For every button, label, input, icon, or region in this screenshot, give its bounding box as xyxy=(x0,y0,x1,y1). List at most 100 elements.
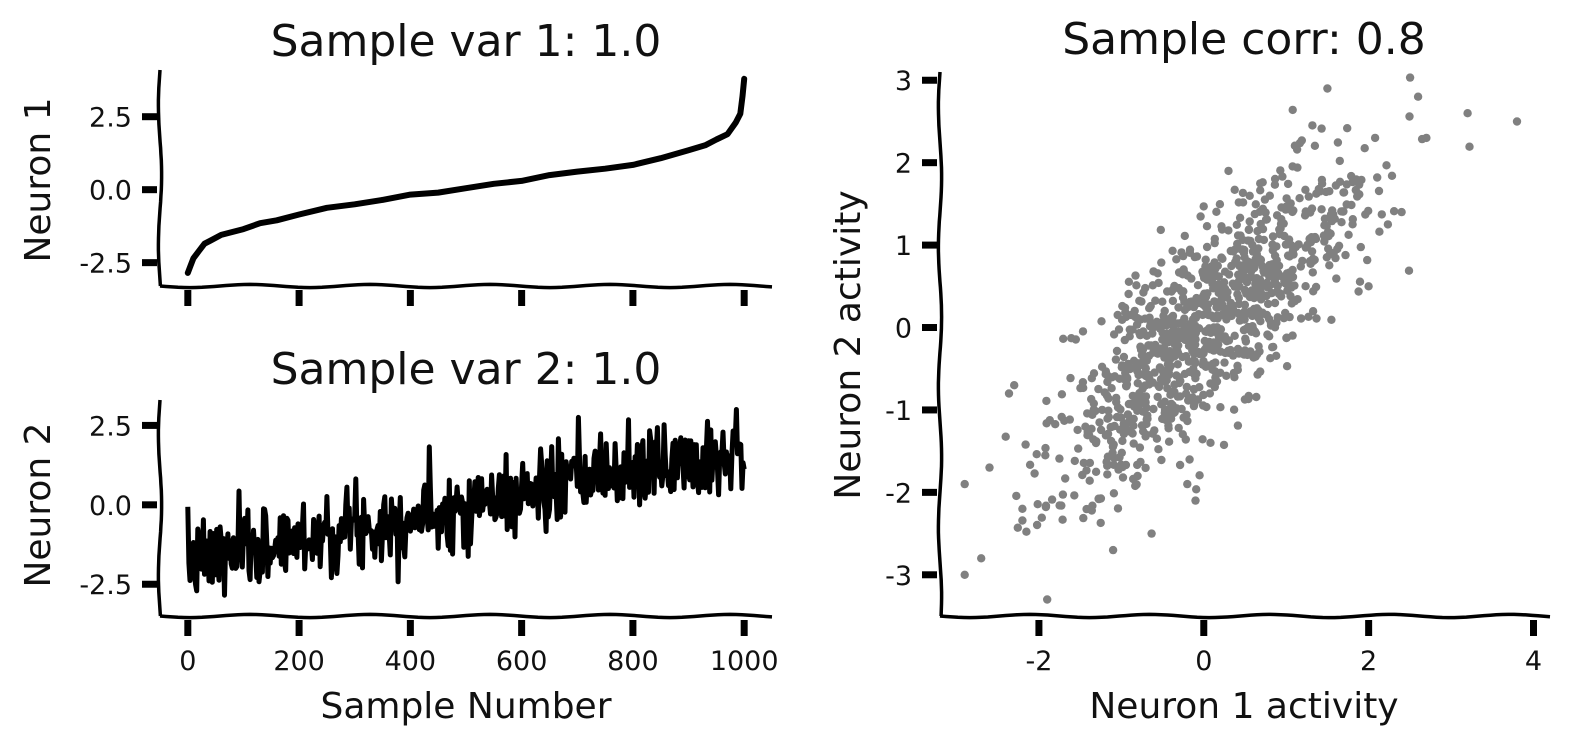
scatter-point xyxy=(1159,372,1169,381)
scatter-point xyxy=(1405,73,1415,82)
x-tick-label: 200 xyxy=(273,646,325,677)
scatter-point xyxy=(1124,289,1133,299)
scatter-point xyxy=(1355,277,1365,286)
scatter-point xyxy=(1074,444,1083,453)
scatter-point xyxy=(1397,207,1406,217)
scatter-point-outline xyxy=(1024,458,1037,471)
scatter-point-outline xyxy=(1072,442,1085,455)
scatter-point xyxy=(1279,314,1289,323)
scatter-point xyxy=(1194,324,1204,333)
scatter-point xyxy=(1132,281,1141,290)
scatter-point xyxy=(1119,352,1129,362)
scatter-point xyxy=(1103,429,1113,438)
scatter-point-outline xyxy=(1003,387,1015,400)
scatter-point xyxy=(1180,333,1190,342)
scatter-point xyxy=(1042,396,1051,406)
scatter-point xyxy=(1347,200,1356,210)
scatter-point xyxy=(1341,250,1350,260)
scatter-point xyxy=(1324,244,1333,253)
scatter-point xyxy=(1244,225,1254,234)
scatter-point xyxy=(1061,474,1070,483)
scatter-point-outline xyxy=(1172,421,1185,434)
scatter-point xyxy=(1168,246,1177,255)
scatter-point xyxy=(1224,226,1233,235)
scatter-point xyxy=(1373,173,1382,182)
scatter-point xyxy=(1230,331,1239,340)
scatter-point xyxy=(1025,460,1035,469)
scatter-point xyxy=(1375,227,1384,236)
scatter-point xyxy=(1220,284,1230,293)
scatter-point-outline xyxy=(1249,198,1262,211)
scatter-point xyxy=(1135,400,1144,409)
x-tick-label: 600 xyxy=(496,646,548,677)
scatter-point xyxy=(1261,215,1271,224)
scatter-point xyxy=(1030,469,1039,478)
scatter-point xyxy=(1128,325,1137,334)
scatter-point xyxy=(1164,437,1174,446)
scatter-point xyxy=(1201,327,1210,336)
scatter-point xyxy=(1190,357,1200,366)
scatter-point-outline xyxy=(1019,438,1032,451)
scatter-point xyxy=(1066,373,1075,383)
scatter-point xyxy=(1219,440,1229,450)
scatter-point-outline xyxy=(1183,453,1196,466)
scatter-point xyxy=(1132,480,1141,489)
scatter-point-outline xyxy=(975,552,988,565)
scatter-point xyxy=(1275,289,1285,298)
scatter-point xyxy=(1288,105,1297,115)
scatter-point-outline xyxy=(1152,443,1165,456)
scatter-point xyxy=(1263,330,1272,339)
panel1-series xyxy=(184,75,748,276)
scatter-point xyxy=(1135,443,1145,452)
scatter-point xyxy=(1158,297,1167,306)
scatter-point xyxy=(1512,117,1522,126)
scatter-point-outline xyxy=(1193,469,1206,482)
scatter-point xyxy=(1234,299,1244,309)
scatter-point-outline xyxy=(999,430,1012,443)
scatter-point xyxy=(1404,266,1414,275)
scatter-point-outline xyxy=(1373,225,1386,238)
scatter-point xyxy=(1121,381,1131,391)
scatter-point-outline xyxy=(1094,516,1107,529)
scatter-point xyxy=(1273,313,1282,322)
scatter-point-outline xyxy=(1113,323,1125,336)
scatter-point xyxy=(1282,194,1291,203)
scatter-point xyxy=(1085,458,1095,468)
scatter-point-outline xyxy=(1112,502,1124,515)
y-axis-spine xyxy=(156,399,164,617)
scatter-point xyxy=(1174,268,1184,277)
scatter-point-outline xyxy=(1231,419,1244,432)
scatter-point xyxy=(1320,214,1330,223)
scatter-point-outline xyxy=(1218,438,1230,451)
scatter-point xyxy=(1251,200,1261,209)
scatter-point xyxy=(1325,187,1334,196)
scatter-point xyxy=(1213,261,1223,270)
scatter-point xyxy=(1172,255,1181,264)
scatter-point xyxy=(1266,354,1275,363)
scatter-point-outline xyxy=(1404,71,1417,84)
scatter-point-outline xyxy=(1325,313,1338,326)
scatter-point xyxy=(1220,267,1230,276)
scatter-point xyxy=(1316,187,1325,196)
scatter-point-outline xyxy=(1331,136,1344,149)
scatter-point xyxy=(1112,412,1122,422)
scatter-point xyxy=(1079,458,1089,468)
panel3-ticks: -3 -2 -1 0 1 2 3 -2 0 2 4 xyxy=(885,66,1542,677)
scatter-point-outline xyxy=(1403,110,1416,123)
scatter-point xyxy=(1184,396,1193,405)
y-tick-label: -3 xyxy=(885,561,912,592)
scatter-point xyxy=(1328,206,1337,215)
scatter-point-outline xyxy=(1008,379,1021,392)
scatter-point-outline xyxy=(1342,228,1355,241)
scatter-point-outline xyxy=(1155,256,1168,269)
scatter-point xyxy=(1103,470,1112,479)
scatter-point xyxy=(1327,315,1336,324)
scatter-point xyxy=(1236,314,1246,323)
scatter-point xyxy=(1198,401,1208,410)
y-axis-spine xyxy=(936,71,944,617)
scatter-point xyxy=(1193,395,1203,404)
scatter-point-outline xyxy=(1076,469,1089,481)
scatter-point-outline xyxy=(1192,279,1204,292)
scatter-point xyxy=(1148,378,1158,387)
scatter-point xyxy=(1213,329,1222,338)
